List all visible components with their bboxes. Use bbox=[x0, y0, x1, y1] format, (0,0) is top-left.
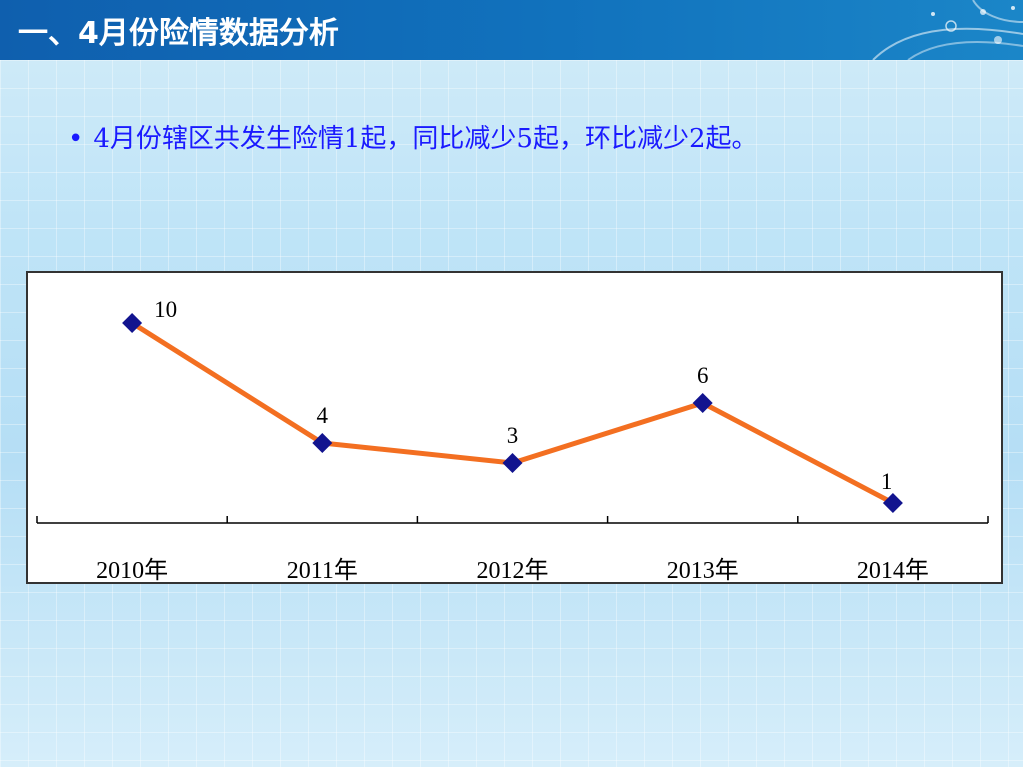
x-tick-label: 2013年 bbox=[667, 557, 739, 582]
series-line bbox=[130, 320, 895, 506]
line-chart: 2010年 2011年 2012年 2013年 2014年 10 4 3 6 1 bbox=[26, 271, 1003, 584]
decorative-swirl-icon bbox=[872, 0, 1023, 60]
data-point-marker bbox=[502, 453, 523, 473]
data-point-marker bbox=[122, 313, 143, 333]
data-label: 4 bbox=[317, 403, 329, 428]
summary-bullet: • 4月份辖区共发生险情1起，同比减少5起，环比减少2起。 bbox=[68, 118, 758, 155]
chart-canvas: 2010年 2011年 2012年 2013年 2014年 10 4 3 6 1 bbox=[36, 297, 989, 582]
data-label: 10 bbox=[154, 297, 177, 322]
x-tick-label: 2010年 bbox=[96, 557, 168, 582]
x-tick-label: 2011年 bbox=[287, 557, 358, 582]
data-point-marker bbox=[882, 493, 903, 513]
page-title: 一、4月份险情数据分析 bbox=[18, 16, 339, 51]
data-point-marker bbox=[692, 393, 713, 413]
data-point-marker bbox=[312, 433, 333, 453]
x-tick-label: 2014年 bbox=[857, 557, 929, 582]
bullet-marker: • bbox=[68, 124, 84, 154]
data-label: 6 bbox=[697, 363, 709, 388]
data-label: 1 bbox=[881, 469, 893, 494]
x-tick-label: 2012年 bbox=[477, 557, 549, 582]
data-label: 3 bbox=[507, 423, 519, 448]
summary-text: 4月份辖区共发生险情1起，同比减少5起，环比减少2起。 bbox=[93, 124, 758, 154]
title-bar: 一、4月份险情数据分析 bbox=[0, 0, 1023, 60]
